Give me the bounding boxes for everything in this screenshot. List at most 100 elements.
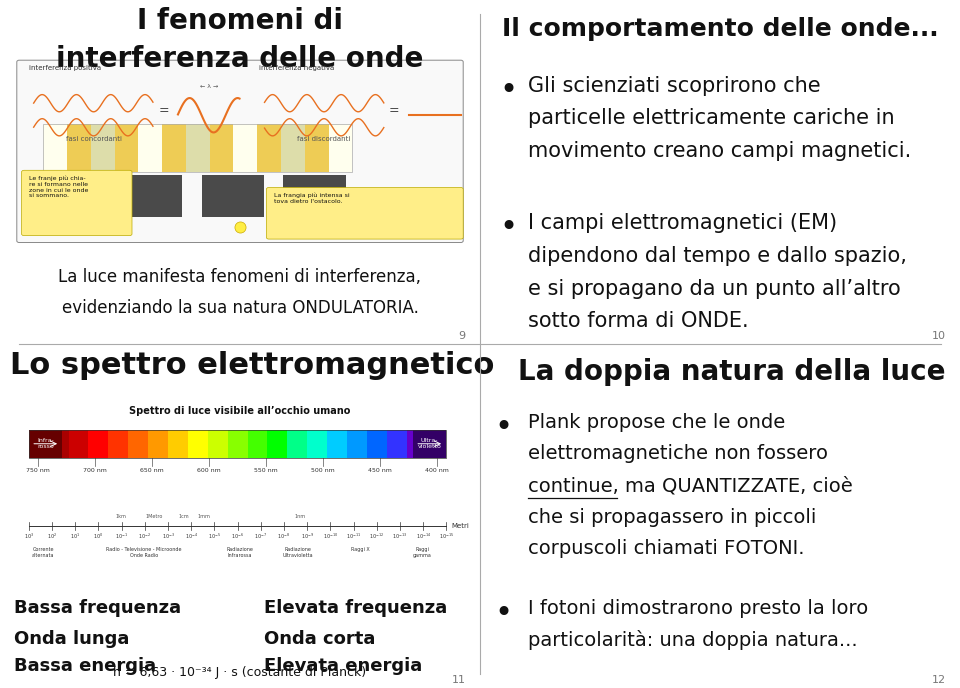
Bar bbox=[67, 124, 91, 172]
FancyBboxPatch shape bbox=[267, 188, 464, 239]
Text: particolarità: una doppia natura...: particolarità: una doppia natura... bbox=[528, 630, 857, 650]
FancyBboxPatch shape bbox=[22, 170, 132, 235]
Bar bbox=[281, 124, 304, 172]
Text: Onda lunga: Onda lunga bbox=[14, 630, 130, 647]
Bar bbox=[328, 124, 352, 172]
Text: =: = bbox=[158, 104, 169, 116]
Text: 500 nm: 500 nm bbox=[311, 468, 335, 473]
Text: elettromagnetiche non fossero: elettromagnetiche non fossero bbox=[528, 444, 828, 464]
Text: $10^{-1}$: $10^{-1}$ bbox=[115, 531, 128, 541]
Bar bbox=[207, 430, 228, 458]
Text: 1km: 1km bbox=[115, 515, 126, 519]
Text: evidenziando la sua natura ONDULATORIA.: evidenziando la sua natura ONDULATORIA. bbox=[61, 299, 419, 317]
Text: corpuscoli chiamati FOTONI.: corpuscoli chiamati FOTONI. bbox=[528, 539, 804, 559]
Bar bbox=[283, 175, 346, 217]
Text: 450 nm: 450 nm bbox=[368, 468, 392, 473]
Text: 1nm: 1nm bbox=[295, 515, 306, 519]
Bar bbox=[347, 430, 367, 458]
Text: 700 nm: 700 nm bbox=[84, 468, 108, 473]
Text: interferenza delle onde: interferenza delle onde bbox=[57, 45, 423, 73]
Text: $10^{-9}$: $10^{-9}$ bbox=[300, 531, 314, 541]
Text: La doppia natura della luce: La doppia natura della luce bbox=[518, 358, 946, 386]
Bar bbox=[367, 430, 387, 458]
Bar bbox=[202, 175, 264, 217]
Bar bbox=[413, 430, 446, 458]
Text: Elevata frequenza: Elevata frequenza bbox=[264, 599, 447, 616]
Text: 750 nm: 750 nm bbox=[27, 468, 50, 473]
Text: Spettro di luce visibile all’occhio umano: Spettro di luce visibile all’occhio uman… bbox=[130, 406, 350, 416]
Text: =: = bbox=[389, 104, 399, 116]
Text: dipendono dal tempo e dallo spazio,: dipendono dal tempo e dallo spazio, bbox=[528, 246, 907, 266]
Bar bbox=[304, 124, 328, 172]
Text: Radiazione
Infrarossa: Radiazione Infrarossa bbox=[227, 547, 253, 558]
Bar bbox=[88, 430, 108, 458]
Text: Gli scienziati scoprirono che: Gli scienziati scoprirono che bbox=[528, 76, 821, 96]
Text: $10^{2}$: $10^{2}$ bbox=[47, 531, 57, 541]
Text: $10^{-11}$: $10^{-11}$ bbox=[346, 531, 361, 541]
Bar bbox=[268, 430, 287, 458]
Text: $10^{3}$: $10^{3}$ bbox=[24, 531, 34, 541]
Bar bbox=[407, 430, 426, 458]
Text: I fotoni dimostrarono presto la loro: I fotoni dimostrarono presto la loro bbox=[528, 599, 868, 618]
Bar bbox=[257, 124, 281, 172]
Text: interferenza positiva: interferenza positiva bbox=[29, 65, 101, 72]
Text: fasi concordanti: fasi concordanti bbox=[65, 136, 122, 142]
Bar bbox=[129, 430, 148, 458]
Bar bbox=[307, 430, 327, 458]
Bar bbox=[387, 430, 407, 458]
Text: 1mm: 1mm bbox=[198, 515, 210, 519]
Bar bbox=[138, 124, 162, 172]
Bar bbox=[108, 430, 129, 458]
Bar bbox=[188, 430, 207, 458]
Text: 12: 12 bbox=[931, 674, 946, 685]
Bar bbox=[29, 430, 62, 458]
Text: Infra-
rosso: Infra- rosso bbox=[37, 438, 54, 449]
Text: Bassa energia: Bassa energia bbox=[14, 657, 156, 675]
Text: fasi discordanti: fasi discordanti bbox=[298, 136, 350, 142]
Text: 11: 11 bbox=[451, 674, 466, 685]
Text: e si propagano da un punto all’altro: e si propagano da un punto all’altro bbox=[528, 279, 900, 299]
Bar bbox=[29, 430, 49, 458]
Text: Le franje più chia-
re si formano nelle
zone in cui le onde
si sommano.: Le franje più chia- re si formano nelle … bbox=[29, 175, 88, 198]
Bar bbox=[287, 430, 307, 458]
Text: $10^{-12}$: $10^{-12}$ bbox=[370, 531, 384, 541]
Bar bbox=[228, 430, 248, 458]
Bar bbox=[91, 124, 114, 172]
Text: interferenza negativa: interferenza negativa bbox=[259, 65, 334, 72]
Text: $10^{1}$: $10^{1}$ bbox=[70, 531, 81, 541]
Text: 10: 10 bbox=[931, 330, 946, 341]
Text: Corrente
alternata: Corrente alternata bbox=[32, 547, 55, 558]
Text: $10^{-14}$: $10^{-14}$ bbox=[416, 531, 431, 541]
Bar bbox=[162, 124, 186, 172]
Text: 9: 9 bbox=[459, 330, 466, 341]
Bar bbox=[233, 124, 257, 172]
Bar bbox=[49, 430, 68, 458]
Bar bbox=[186, 124, 209, 172]
Text: particelle elettricamente cariche in: particelle elettricamente cariche in bbox=[528, 109, 895, 129]
Text: La luce manifesta fenomeni di interferenza,: La luce manifesta fenomeni di interferen… bbox=[59, 268, 421, 286]
Bar bbox=[209, 124, 233, 172]
Bar bbox=[114, 124, 138, 172]
Text: $10^{-5}$: $10^{-5}$ bbox=[208, 531, 221, 541]
Bar bbox=[168, 430, 188, 458]
Text: che si propagassero in piccoli: che si propagassero in piccoli bbox=[528, 508, 816, 527]
Text: Il comportamento delle onde...: Il comportamento delle onde... bbox=[502, 17, 938, 41]
Text: •: • bbox=[499, 213, 517, 242]
Text: 1Metro: 1Metro bbox=[145, 515, 163, 519]
Text: Metri: Metri bbox=[451, 524, 469, 529]
Bar bbox=[426, 430, 446, 458]
Text: movimento creano campi magnetici.: movimento creano campi magnetici. bbox=[528, 141, 911, 161]
Text: $10^{-13}$: $10^{-13}$ bbox=[393, 531, 408, 541]
Text: 600 nm: 600 nm bbox=[197, 468, 221, 473]
Text: Bassa frequenza: Bassa frequenza bbox=[14, 599, 181, 616]
Text: $10^{-2}$: $10^{-2}$ bbox=[138, 531, 152, 541]
Text: La frangia più intensa si
tova dietro l'ostacolo.: La frangia più intensa si tova dietro l'… bbox=[274, 193, 349, 204]
Bar bbox=[120, 175, 182, 217]
Text: $10^{-4}$: $10^{-4}$ bbox=[184, 531, 198, 541]
Text: $10^{-6}$: $10^{-6}$ bbox=[231, 531, 244, 541]
Bar bbox=[248, 430, 268, 458]
Text: •: • bbox=[494, 599, 513, 627]
Text: 650 nm: 650 nm bbox=[140, 468, 164, 473]
Text: •: • bbox=[499, 76, 517, 105]
Text: Ultra-
violetto: Ultra- violetto bbox=[418, 438, 442, 449]
